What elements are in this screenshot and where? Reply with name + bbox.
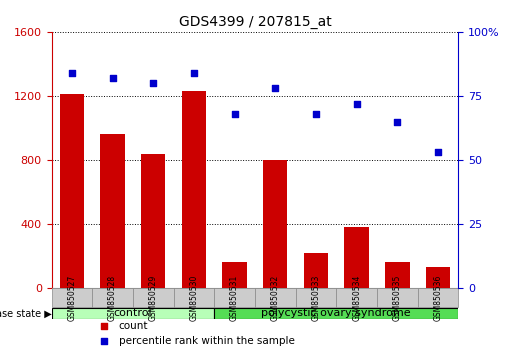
FancyBboxPatch shape	[133, 288, 174, 307]
Text: percentile rank within the sample: percentile rank within the sample	[118, 336, 295, 346]
FancyBboxPatch shape	[377, 288, 418, 307]
Text: control: control	[113, 308, 152, 318]
Bar	[263, 160, 287, 288]
Point	[352, 101, 360, 107]
Bar	[385, 262, 409, 288]
FancyBboxPatch shape	[174, 288, 214, 307]
Bar	[60, 94, 84, 288]
Text: GSM850536: GSM850536	[434, 274, 442, 321]
FancyBboxPatch shape	[52, 308, 214, 319]
Text: polycystic ovary syndrome: polycystic ovary syndrome	[262, 308, 411, 318]
Point	[190, 70, 198, 76]
FancyBboxPatch shape	[255, 288, 296, 307]
Bar	[141, 154, 165, 288]
Text: disease state ▶: disease state ▶	[0, 308, 52, 318]
Point	[312, 111, 320, 117]
FancyBboxPatch shape	[92, 288, 133, 307]
Point	[100, 323, 109, 329]
Text: GSM850528: GSM850528	[108, 274, 117, 321]
Text: GSM850530: GSM850530	[190, 274, 198, 321]
FancyBboxPatch shape	[52, 288, 92, 307]
Bar	[426, 267, 450, 288]
Text: GSM850535: GSM850535	[393, 274, 402, 321]
Title: GDS4399 / 207815_at: GDS4399 / 207815_at	[179, 16, 331, 29]
Point	[271, 85, 280, 91]
Bar	[100, 134, 125, 288]
FancyBboxPatch shape	[214, 308, 458, 319]
FancyBboxPatch shape	[296, 288, 336, 307]
Point	[67, 70, 76, 76]
Bar	[222, 262, 247, 288]
Point	[100, 338, 109, 344]
Point	[434, 149, 442, 155]
Bar	[182, 91, 206, 288]
Point	[231, 111, 239, 117]
Point	[108, 75, 116, 81]
FancyBboxPatch shape	[418, 288, 458, 307]
FancyBboxPatch shape	[336, 288, 377, 307]
FancyBboxPatch shape	[214, 288, 255, 307]
Text: GSM850529: GSM850529	[149, 274, 158, 321]
Point	[149, 80, 158, 86]
Bar	[345, 227, 369, 288]
Text: GSM850532: GSM850532	[271, 274, 280, 321]
Text: GSM850533: GSM850533	[312, 274, 320, 321]
Text: GSM850531: GSM850531	[230, 274, 239, 321]
Text: GSM850534: GSM850534	[352, 274, 361, 321]
Point	[393, 119, 402, 124]
Text: GSM850527: GSM850527	[67, 274, 76, 321]
Text: count: count	[118, 321, 148, 331]
Bar	[304, 253, 328, 288]
